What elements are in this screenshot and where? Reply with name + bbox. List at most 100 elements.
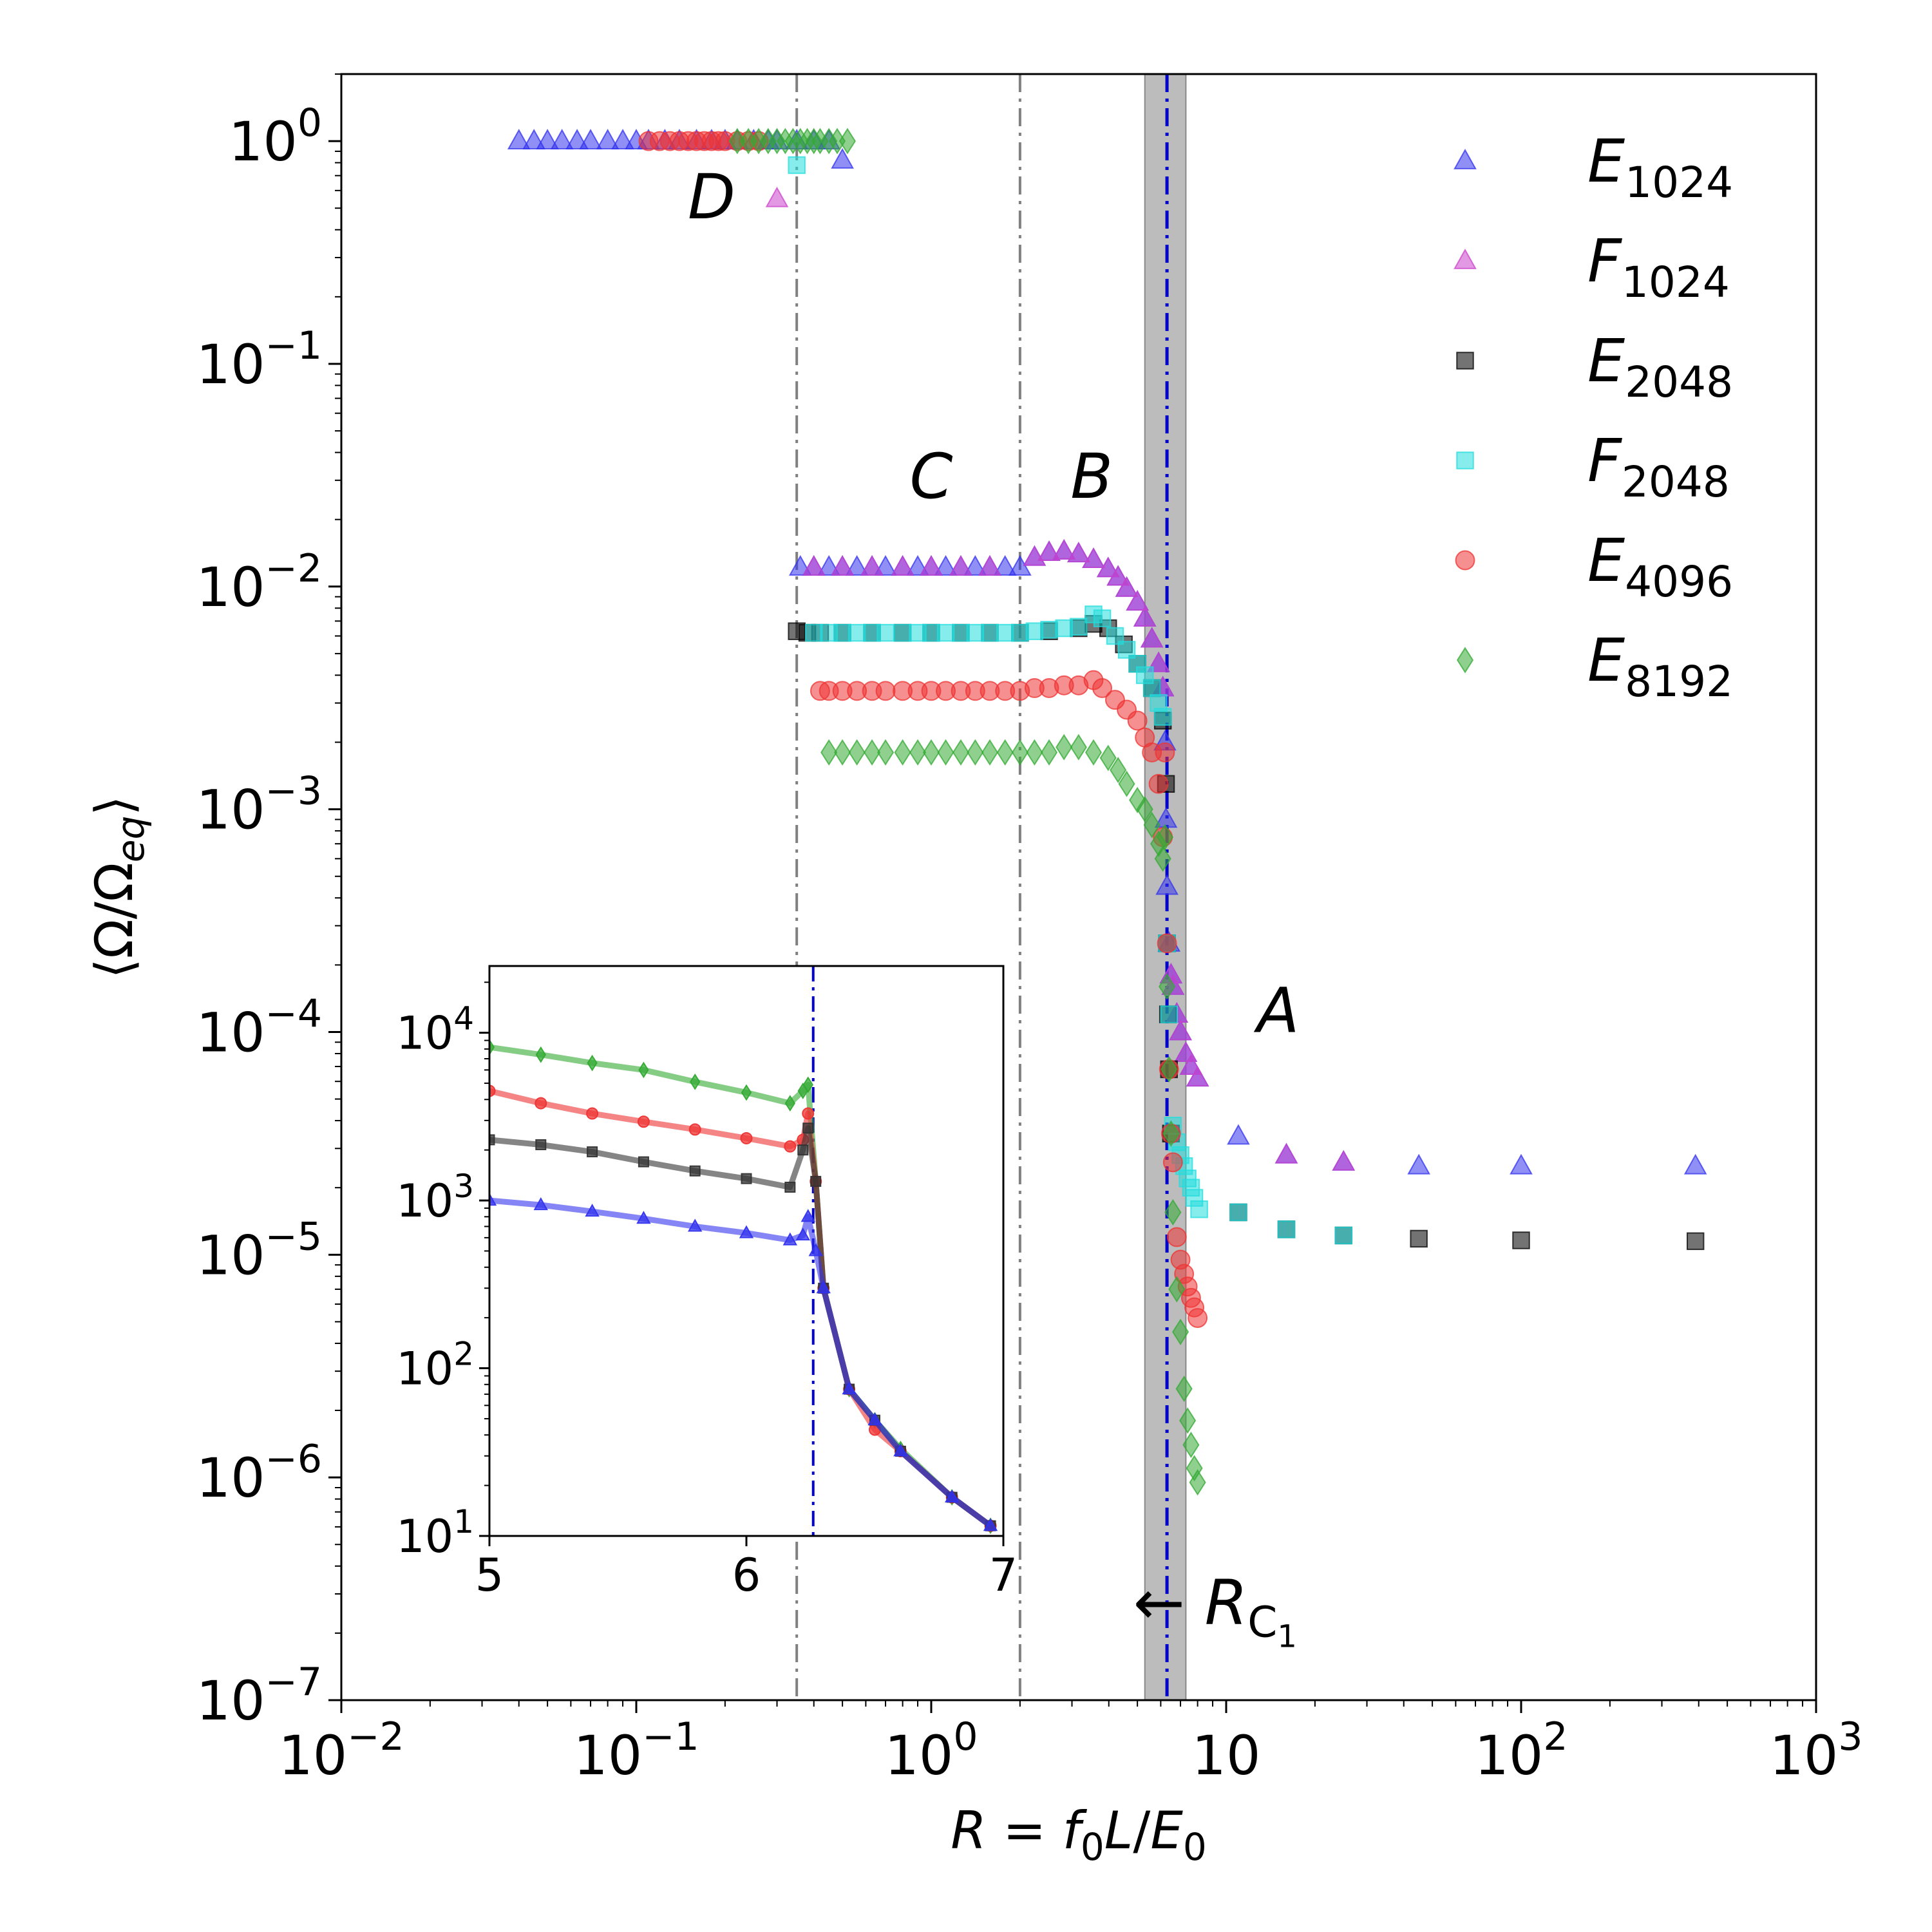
y-tick-label-2: 10−2 <box>196 546 322 619</box>
inset-point-e1024-15 <box>983 1518 998 1531</box>
inset-point-e8192-5 <box>741 1084 752 1101</box>
point-f1024-1 <box>802 554 826 576</box>
point-e4096-52 <box>1188 1308 1208 1328</box>
point-f2048-0 <box>788 156 806 175</box>
point-e8192-38 <box>1143 811 1160 838</box>
legend-label-e4096: E4096 <box>1587 526 1733 607</box>
inset-point-e4096-1 <box>535 1097 547 1110</box>
inset-point-e1024-0 <box>489 1193 497 1206</box>
point-e8192-33 <box>1099 744 1117 772</box>
legend-label-e2048: E2048 <box>1587 327 1733 407</box>
point-f2048-17 <box>1040 621 1058 639</box>
y-tick-label-6: 10−6 <box>196 1437 322 1510</box>
point-e1024-33 <box>934 554 958 576</box>
point-f1024-14 <box>1106 565 1130 586</box>
point-f1024-12 <box>1082 547 1105 568</box>
point-e8192-31 <box>1070 734 1087 761</box>
y-tick-label-3: 10−3 <box>196 769 322 842</box>
point-f1024-17 <box>1133 606 1157 627</box>
point-e8192-17 <box>864 739 881 766</box>
legend-marker-f2048 <box>1456 451 1474 469</box>
legend-item-e4096: E4096 <box>1455 526 1733 607</box>
point-e1024-0 <box>507 129 531 150</box>
point-f2048-3 <box>833 623 851 642</box>
point-e8192-29 <box>1040 739 1058 766</box>
point-e8192-15 <box>834 739 851 766</box>
legend-item-f2048: F2048 <box>1456 426 1730 507</box>
inset-point-e8192-4 <box>690 1073 701 1090</box>
point-e8192-43 <box>1160 1056 1178 1083</box>
point-e8192-13 <box>838 128 857 155</box>
inset-point-e4096-6 <box>784 1140 797 1153</box>
legend-item-e2048: E2048 <box>1456 327 1733 407</box>
legend-marker-e4096 <box>1455 550 1475 571</box>
inset-point-e2048-5 <box>741 1173 752 1184</box>
point-e8192-34 <box>1110 757 1127 784</box>
point-f2048-19 <box>1070 618 1088 636</box>
inset-point-e8192-0 <box>489 1039 495 1056</box>
inset-point-e1024-7 <box>795 1227 810 1241</box>
point-e8192-49 <box>1179 1407 1197 1434</box>
point-e1024-27 <box>845 554 869 576</box>
inset-point-e4096-3 <box>637 1115 650 1128</box>
legend-marker-e2048 <box>1456 352 1474 370</box>
point-e4096-46 <box>1166 1227 1187 1247</box>
inset-point-e2048-0 <box>489 1134 495 1146</box>
point-f2048-6 <box>876 623 895 642</box>
inset-point-e2048-4 <box>689 1165 701 1177</box>
point-f1024-28 <box>1274 1142 1298 1164</box>
point-e1024-68 <box>1683 1153 1707 1175</box>
point-f2048-10 <box>936 623 955 642</box>
point-e4096-39 <box>1148 773 1169 794</box>
legend-label-f2048: F2048 <box>1587 426 1730 507</box>
point-f1024-10 <box>1052 538 1076 560</box>
point-e1024-3 <box>550 129 574 150</box>
point-e8192-32 <box>1084 739 1103 766</box>
point-e1024-66 <box>1407 1153 1431 1175</box>
y-tick-label-0: 100 <box>229 100 322 173</box>
inset-point-e2048-2 <box>587 1146 598 1158</box>
legend-label-f1024: F1024 <box>1587 227 1730 307</box>
point-f2048-39 <box>1229 1203 1247 1222</box>
inset-point-e8192-1 <box>535 1046 546 1063</box>
point-e8192-16 <box>848 739 866 766</box>
x-tick-label-0: 10−2 <box>278 1714 404 1787</box>
main-plot: 10−2 10−1 100 10 102 103 10010−110−210−310−41… <box>84 73 1863 1869</box>
point-e4096-45 <box>1162 1152 1183 1173</box>
point-f2048-21 <box>1093 609 1112 627</box>
point-e8192-26 <box>996 739 1014 766</box>
point-e4096-33 <box>1092 678 1112 698</box>
point-f2048-16 <box>1025 622 1044 640</box>
inset-point-e1024-5 <box>739 1225 754 1238</box>
point-e1024-54 <box>1155 874 1179 895</box>
inset-point-e8192-2 <box>587 1054 598 1072</box>
point-e8192-23 <box>952 739 970 766</box>
point-f2048-30 <box>1160 1005 1178 1023</box>
inset-point-e1024-1 <box>533 1197 549 1211</box>
point-e1024-2 <box>536 129 559 150</box>
point-e4096-36 <box>1127 710 1148 731</box>
point-f1024-7 <box>978 554 1001 576</box>
inset-point-e1024-10 <box>816 1280 831 1294</box>
point-e8192-25 <box>981 739 999 766</box>
inset-background <box>489 966 1003 1536</box>
point-e4096-18 <box>875 681 896 701</box>
inset-point-e4096-5 <box>740 1132 753 1144</box>
legend-marker-f1024 <box>1454 248 1477 269</box>
point-e8192-50 <box>1182 1432 1200 1459</box>
point-f1024-6 <box>949 554 972 576</box>
point-f2048-41 <box>1334 1226 1353 1245</box>
point-e1024-67 <box>1510 1153 1533 1175</box>
critical-r-label: ← RC1 <box>1133 1567 1297 1655</box>
inset-point-e1024-12 <box>867 1412 882 1426</box>
point-f2048-18 <box>1055 619 1073 638</box>
inset-point-e4096-2 <box>586 1107 599 1120</box>
point-f1024-24 <box>1169 1019 1192 1041</box>
point-e8192-44 <box>1162 1120 1180 1147</box>
y-axis-label: ⟨Ω/Ωeq⟩ <box>84 795 153 978</box>
point-e1024-22 <box>831 147 854 169</box>
x-tick-label-1: 10−1 <box>573 1714 699 1787</box>
inset-point-e1024-4 <box>687 1218 703 1232</box>
inset-point-e1024-8 <box>800 1209 815 1222</box>
